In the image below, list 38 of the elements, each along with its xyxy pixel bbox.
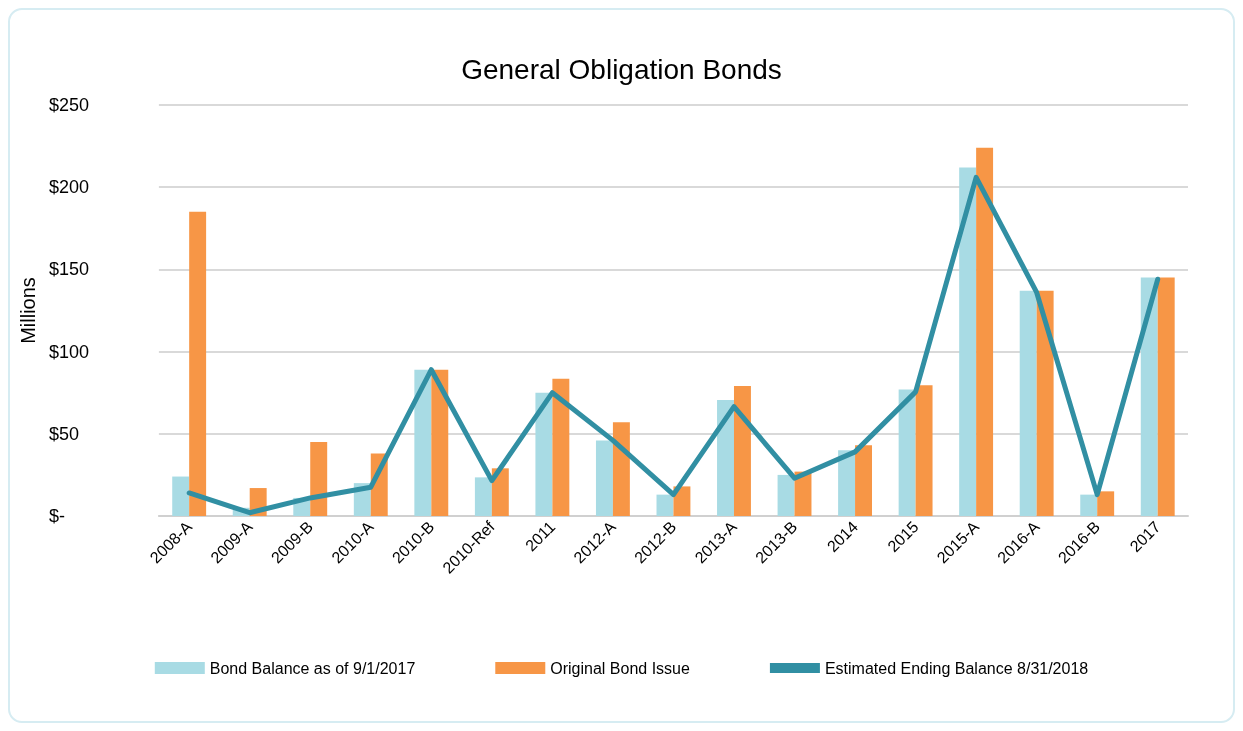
bar bbox=[733, 386, 751, 516]
bar bbox=[310, 442, 328, 516]
bar bbox=[552, 378, 570, 516]
y-tick-label: $200 bbox=[48, 177, 89, 198]
bar bbox=[1080, 494, 1098, 516]
bar bbox=[717, 400, 734, 516]
bar bbox=[172, 476, 190, 516]
y-tick-label: $100 bbox=[48, 341, 89, 362]
legend-label: Original Bond Issue bbox=[550, 659, 691, 677]
y-tick-label: $250 bbox=[48, 95, 89, 115]
bar bbox=[1036, 290, 1054, 516]
bar bbox=[959, 167, 977, 516]
bar bbox=[535, 392, 553, 516]
bar bbox=[838, 450, 856, 516]
bar bbox=[491, 468, 509, 516]
bar bbox=[189, 211, 207, 516]
chart-title: General Obligation Bonds bbox=[461, 53, 782, 85]
bar bbox=[915, 385, 933, 516]
bar bbox=[898, 389, 916, 516]
bar bbox=[855, 445, 873, 516]
legend-label: Estimated Ending Balance 8/31/2018 bbox=[824, 659, 1089, 677]
bar bbox=[1140, 277, 1158, 516]
y-tick-label: $50 bbox=[48, 423, 79, 444]
bar bbox=[1097, 491, 1115, 516]
bar bbox=[656, 494, 674, 516]
bar bbox=[431, 369, 449, 516]
bar bbox=[414, 369, 432, 516]
bar bbox=[595, 440, 613, 516]
bar bbox=[612, 422, 630, 516]
y-axis-title: Millions bbox=[17, 277, 39, 344]
bar bbox=[976, 147, 994, 516]
y-tick-label: $150 bbox=[48, 259, 89, 280]
legend-label: Bond Balance as of 9/1/2017 bbox=[209, 659, 416, 677]
bar bbox=[777, 474, 795, 516]
bar bbox=[1019, 290, 1037, 516]
bar bbox=[474, 477, 492, 516]
bar bbox=[1157, 277, 1175, 516]
y-tick-label: $- bbox=[48, 506, 65, 526]
